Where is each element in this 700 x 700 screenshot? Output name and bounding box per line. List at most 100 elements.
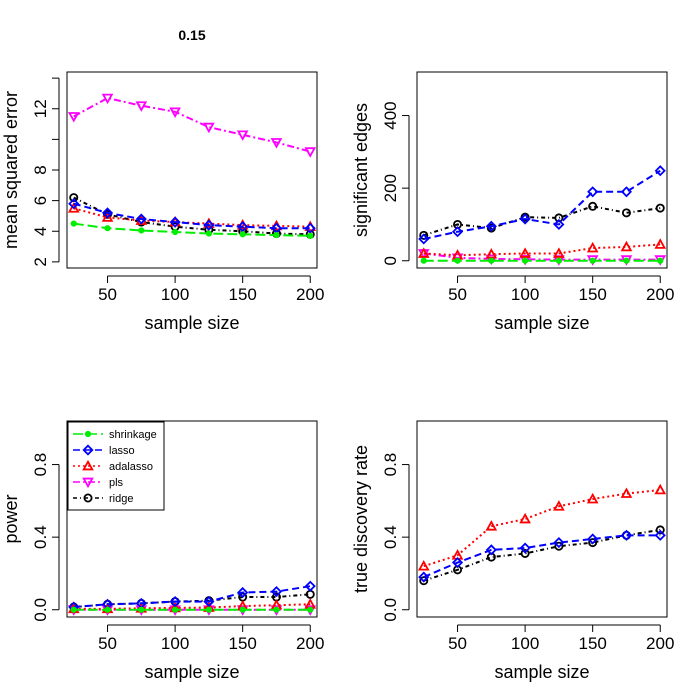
legend-label: shrinkage [109, 429, 157, 441]
pls-marker-1 [101, 93, 114, 105]
lasso-marker-0 [68, 198, 80, 210]
lasso-marker-2 [135, 213, 147, 225]
x-tick-label: 50 [98, 285, 117, 304]
legend-item-pls: pls [73, 477, 124, 489]
lasso-marker-6 [620, 186, 633, 198]
shrinkage-marker-1 [454, 257, 461, 264]
legend-item-shrinkage: shrinkage [73, 429, 157, 441]
adalasso-marker-4 [553, 247, 565, 258]
adalasso-marker-3 [519, 512, 531, 524]
shrinkage-marker-5 [239, 231, 246, 238]
y-tick-label: 6 [31, 196, 50, 205]
x-tick-label: 150 [228, 634, 256, 653]
shrinkage-marker-6 [273, 231, 280, 239]
lasso-line [423, 169, 661, 240]
chart-panel-4: 50 100 150 200 sample size 0.0 0.4 0.8 true disc… [351, 420, 674, 682]
x-tick-label: 200 [296, 634, 324, 653]
page-title: 0.15 [178, 27, 205, 43]
shrinkage-marker-1 [104, 606, 111, 613]
x-tick-label: 150 [228, 285, 256, 304]
y-tick-label: 4 [31, 227, 50, 236]
x-axis-label: sample size [494, 662, 589, 682]
legend-label: lasso [109, 445, 135, 457]
lasso-marker-2 [485, 544, 497, 556]
legend-label: ridge [109, 493, 133, 505]
shrinkage-marker-2 [488, 257, 495, 264]
y-tick-label: 0 [381, 256, 400, 265]
y-axis-label: mean squared error [1, 91, 21, 249]
shrinkage-marker-5 [239, 606, 246, 613]
adalasso-marker-7 [654, 238, 667, 249]
shrinkage-line [73, 222, 311, 237]
x-tick-label: 150 [578, 285, 606, 304]
adalasso-marker-2 [485, 248, 498, 259]
series-lasso [418, 529, 666, 583]
pls-line [423, 252, 661, 261]
shrinkage-marker-legend [84, 430, 92, 438]
lasso-marker-2 [485, 220, 497, 232]
adalasso-marker-1 [101, 211, 114, 222]
ridge-line [73, 196, 311, 236]
y-tick-label: 8 [31, 165, 50, 174]
shrinkage-marker-7 [657, 257, 664, 264]
shrinkage-marker-0 [420, 257, 427, 264]
pls-marker-legend [82, 477, 94, 489]
shrinkage-marker-3 [172, 228, 179, 236]
shrinkage-marker-3 [172, 606, 179, 613]
lasso-marker-7 [304, 222, 316, 234]
shrinkage-marker-4 [205, 230, 212, 237]
pls-line [73, 96, 311, 153]
shrinkage-marker-1 [104, 225, 111, 232]
lasso-marker-4 [553, 537, 565, 549]
adalasso-marker-6 [620, 487, 633, 498]
lasso-line [73, 202, 311, 230]
shrinkage-marker-6 [273, 606, 280, 613]
x-tick-label: 100 [511, 285, 539, 304]
lasso-marker-3 [169, 216, 181, 228]
pls-marker-6 [270, 138, 283, 149]
y-tick-label: 200 [381, 174, 400, 202]
lasso-marker-7 [654, 529, 666, 541]
legend-item-adalasso: adalasso [73, 459, 153, 473]
shrinkage-marker-2 [138, 227, 145, 234]
pls-marker-7 [304, 147, 317, 158]
adalasso-marker-2 [485, 520, 498, 531]
lasso-marker-3 [519, 542, 531, 554]
lasso-marker-6 [270, 586, 283, 598]
lasso-marker-legend [82, 444, 94, 456]
lasso-marker-4 [203, 596, 215, 608]
x-tick-label: 200 [296, 285, 324, 304]
x-tick-label: 50 [448, 634, 467, 653]
lasso-marker-0 [418, 233, 430, 245]
series-shrinkage [70, 606, 314, 613]
y-axis-label: significant edges [351, 103, 371, 237]
y-tick-label: 2 [31, 257, 50, 266]
y-axis-label: true discovery rate [351, 445, 371, 593]
x-tick-label: 100 [161, 285, 189, 304]
x-tick-label: 150 [578, 634, 606, 653]
ridge-marker-6 [621, 208, 631, 218]
adalasso-line [73, 207, 311, 228]
pls-marker-3 [169, 107, 181, 118]
shrinkage-marker-0 [70, 606, 77, 613]
ridge-line [423, 205, 661, 237]
legend: shrinkage lasso adalasso pls ridge [67, 421, 165, 511]
shrinkage-marker-5 [589, 257, 596, 264]
series-adalasso [417, 483, 667, 571]
shrinkage-marker-3 [522, 257, 529, 264]
ridge-line [423, 528, 661, 582]
lasso-line [73, 585, 311, 609]
lasso-marker-7 [304, 580, 316, 592]
shrinkage-marker-4 [555, 257, 562, 264]
lasso-marker-5 [587, 186, 599, 198]
plot-frame [66, 71, 318, 269]
lasso-marker-1 [451, 226, 464, 238]
pls-marker-4 [203, 122, 215, 134]
y-tick-label: 0.0 [31, 598, 50, 622]
legend-item-lasso: lasso [73, 444, 135, 457]
plot-frame [66, 420, 318, 618]
adalasso-marker-5 [586, 492, 599, 504]
series-pls [67, 93, 317, 158]
ridge-marker-5 [588, 538, 598, 548]
y-tick-label: 0.8 [381, 453, 400, 477]
